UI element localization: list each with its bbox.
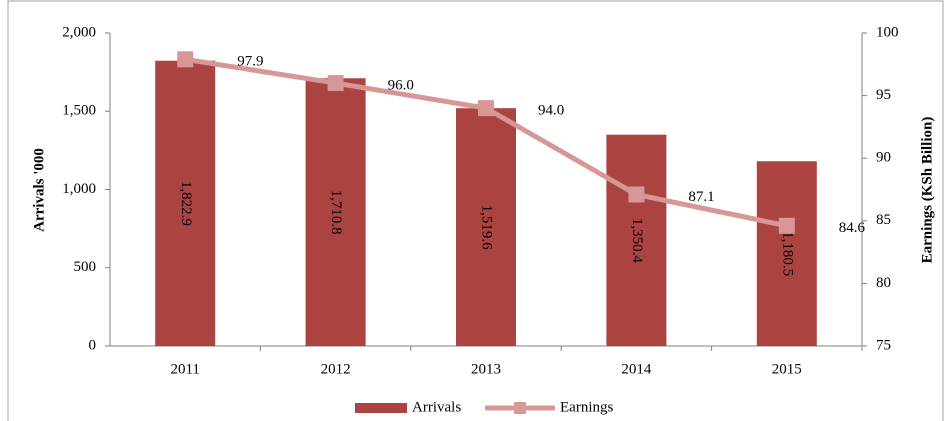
bar	[606, 134, 667, 346]
line-value-label: 96.0	[388, 78, 414, 94]
line-marker	[628, 186, 645, 203]
chart-border	[7, 0, 944, 421]
bar-value-label: 1,710.8	[328, 190, 344, 235]
line-value-label: 87.1	[688, 189, 714, 205]
y2-tick-label: 100	[876, 24, 899, 40]
y2-tick-label: 95	[876, 87, 891, 103]
line-marker	[778, 217, 795, 234]
x-tick-label: 2011	[170, 361, 199, 377]
legend-label: Arrivals	[412, 399, 461, 415]
bar-value-label: 1,822.9	[178, 181, 194, 226]
x-tick-label: 2014	[621, 361, 652, 377]
line-marker	[327, 75, 344, 92]
y2-tick-label: 85	[876, 212, 891, 228]
y-tick-label: 2,000	[62, 24, 96, 40]
y-tick-label: 1,500	[62, 103, 96, 119]
y-tick-label: 0	[89, 337, 97, 353]
line-value-label: 84.6	[839, 220, 866, 236]
y2-tick-label: 90	[876, 150, 891, 166]
bar-value-label: 1,350.4	[629, 218, 645, 264]
bar-value-label: 1,519.6	[479, 205, 495, 251]
bar	[456, 108, 516, 346]
legend-marker	[514, 402, 526, 414]
y-tick-label: 1,000	[62, 181, 96, 197]
bar	[756, 161, 817, 346]
bar	[305, 78, 366, 347]
y2-axis-label: Earnings (KSh Billion)	[919, 117, 935, 264]
line-marker	[478, 100, 494, 117]
x-tick-label: 2015	[772, 361, 802, 377]
bar-value-label: 1,180.5	[779, 231, 795, 276]
line-value-label: 94.0	[538, 103, 564, 119]
line-marker	[177, 51, 194, 68]
y-tick-label: 500	[74, 259, 97, 275]
x-tick-label: 2013	[471, 361, 501, 377]
legend-swatch	[355, 403, 407, 413]
y2-tick-label: 80	[876, 275, 891, 291]
bar	[155, 60, 216, 346]
legend-label: Earnings	[560, 399, 613, 415]
y-axis-label: Arrivals '000	[31, 148, 47, 232]
line-value-label: 97.9	[237, 54, 263, 70]
x-tick-label: 2012	[321, 361, 351, 377]
y2-tick-label: 75	[876, 337, 891, 353]
